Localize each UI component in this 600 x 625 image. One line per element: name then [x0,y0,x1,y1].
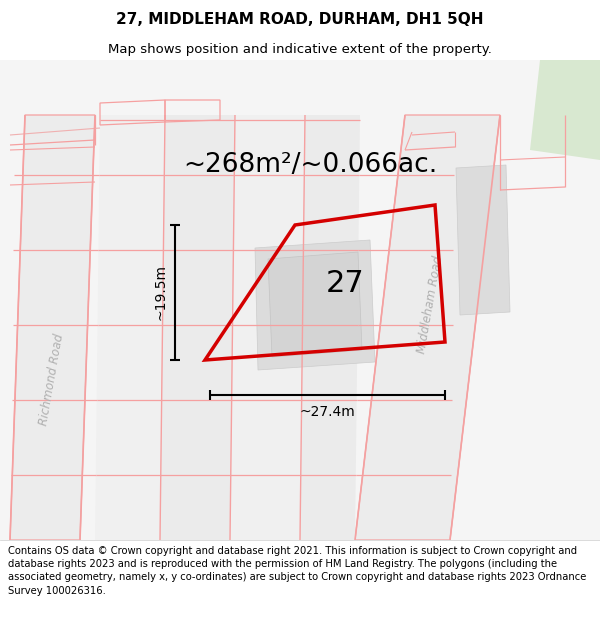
Polygon shape [355,115,500,540]
Polygon shape [160,115,235,540]
Text: Map shows position and indicative extent of the property.: Map shows position and indicative extent… [108,43,492,56]
Polygon shape [456,165,510,315]
Text: Middleham Road: Middleham Road [415,255,445,355]
Text: ~19.5m: ~19.5m [153,264,167,321]
Text: ~27.4m: ~27.4m [299,405,355,419]
Text: 27: 27 [326,269,364,298]
Text: Richmond Road: Richmond Road [38,333,67,427]
Polygon shape [268,252,362,357]
Text: ~268m²/~0.066ac.: ~268m²/~0.066ac. [183,152,437,178]
Polygon shape [10,115,95,540]
Polygon shape [255,240,375,370]
Polygon shape [95,115,165,540]
Polygon shape [530,60,600,160]
Polygon shape [230,115,305,540]
Text: 27, MIDDLEHAM ROAD, DURHAM, DH1 5QH: 27, MIDDLEHAM ROAD, DURHAM, DH1 5QH [116,12,484,27]
Text: Contains OS data © Crown copyright and database right 2021. This information is : Contains OS data © Crown copyright and d… [8,546,586,596]
Polygon shape [300,115,360,540]
